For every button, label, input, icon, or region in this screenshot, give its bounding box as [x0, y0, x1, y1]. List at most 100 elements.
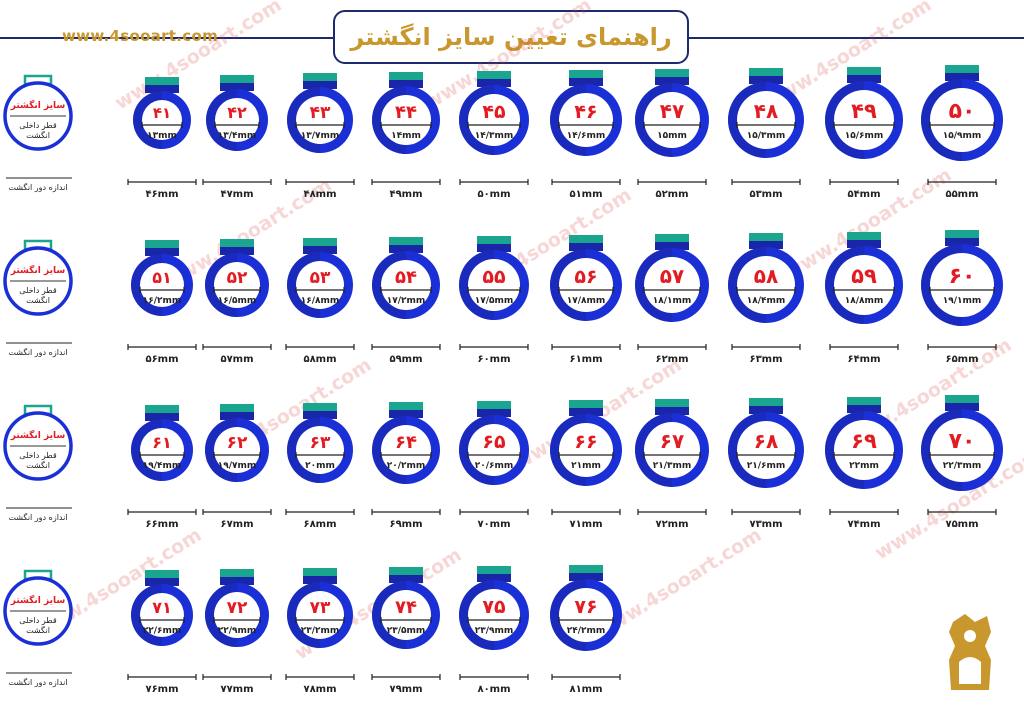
ring-circumference-label: ۴۹mm — [389, 189, 422, 200]
ring-diameter-label: ۱۶/۵mm — [218, 296, 257, 306]
ring-circumference-label: ۵۹mm — [389, 354, 422, 365]
ring-circumference-label: ۵۶mm — [145, 354, 178, 365]
ring-size-number: ۶۱ — [152, 433, 172, 452]
ring-diameter-label: ۱۳/۴mm — [218, 131, 257, 141]
ring-top-tab — [569, 565, 603, 574]
ring-inner — [468, 94, 520, 146]
ring-neck — [569, 408, 603, 416]
ring-size-number: ۶۹ — [851, 429, 877, 453]
ring-neck — [220, 412, 254, 420]
ring-item: ۷۶ ۲۴/۲mm ۸۱mm — [550, 565, 622, 695]
ring-inner — [296, 96, 344, 144]
ring-inner — [644, 257, 700, 313]
ring-inner — [737, 91, 795, 149]
ring-inner — [834, 255, 894, 315]
ring-item: ۵۸ ۱۸/۴mm ۶۳mm — [728, 233, 804, 365]
ring-size-number: ۵۱ — [152, 268, 172, 287]
ring-top-tab — [477, 566, 511, 575]
ring-diameter-label: ۱۵/۳mm — [747, 131, 786, 141]
ring-item: ۵۴ ۱۷/۲mm ۵۹mm — [371, 237, 441, 365]
ring-inner — [215, 98, 259, 142]
ring-neck — [655, 407, 689, 415]
ring-circumference-label: ۵۴mm — [847, 189, 880, 200]
ring-size-number: ۴۱ — [153, 104, 171, 122]
ring-size-number: ۷۱ — [152, 598, 172, 617]
ring-diameter-label: ۱۵mm — [657, 131, 687, 141]
ring-top-tab — [145, 77, 179, 86]
ring-circumference-label: ۶۳mm — [749, 354, 782, 365]
ring-top-tab — [847, 232, 881, 241]
legend-circ-label: اندازه دور انگشت — [8, 182, 67, 192]
ring-neck — [145, 85, 179, 93]
ring-inner — [559, 258, 613, 312]
ring-diameter-label: ۲۳/۹mm — [475, 626, 514, 636]
ring-neck — [847, 75, 881, 83]
ring-diameter-label: ۲۱/۶mm — [747, 461, 786, 471]
ring-top-tab — [569, 70, 603, 79]
ring-circumference-label: ۴۸mm — [303, 189, 336, 200]
legend-inner-label-1: قطر داخلی — [19, 286, 57, 295]
ring-circumference-label: ۵۷mm — [220, 354, 253, 365]
ring-size-number: ۶۶ — [574, 431, 597, 453]
ring-diameter-label: ۱۴/۳mm — [475, 131, 514, 141]
ring-neck — [569, 243, 603, 251]
ring-inner — [468, 589, 520, 641]
ring-item: ۶۶ ۲۱mm ۷۱mm — [550, 400, 622, 530]
ring-circumference-label: ۶۸mm — [303, 519, 336, 530]
ring-inner — [140, 263, 184, 307]
ring-circumference-label: ۷۴mm — [847, 519, 880, 530]
ring-top-tab — [220, 569, 254, 578]
brand-logo-icon — [949, 614, 991, 690]
ring-neck — [477, 409, 511, 417]
ring-neck — [145, 578, 179, 586]
ring-top-tab — [945, 395, 979, 404]
ring-circumference-label: ۷۷mm — [220, 684, 253, 695]
ring-item: ۴۲ ۱۳/۴mm ۴۷mm — [202, 75, 272, 200]
ring-top-tab — [847, 397, 881, 406]
legend-inner-label-1: قطر داخلی — [19, 121, 57, 130]
ring-item: ۴۳ ۱۳/۷mm ۴۸mm — [285, 73, 355, 200]
ring-diameter-label: ۲۲mm — [849, 461, 879, 471]
legend-size-label: سایز انگشتر — [10, 99, 66, 111]
ring-diameter-label: ۲۲/۹mm — [218, 626, 257, 636]
ring-item: ۶۰ ۱۹/۱mm ۶۵mm — [921, 230, 1003, 365]
ring-inner — [737, 421, 795, 479]
ring-circumference-label: ۶۹mm — [389, 519, 422, 530]
ring-circumference-label: ۶۷mm — [220, 519, 253, 530]
ring-size-number: ۴۴ — [395, 102, 417, 123]
ring-circumference-label: ۵۰mm — [477, 189, 510, 200]
ring-neck — [749, 241, 783, 249]
ring-item: ۷۱ ۲۲/۶mm ۷۶mm — [127, 570, 197, 695]
website-url[interactable]: www.4sooart.com — [62, 27, 219, 45]
legend-circ-label: اندازه دور انگشت — [8, 677, 67, 687]
ring-inner — [559, 423, 613, 477]
legend-inner-label-1: قطر داخلی — [19, 451, 57, 460]
ring-inner — [559, 588, 613, 642]
ring-inner — [834, 90, 894, 150]
ring-circumference-label: ۶۱mm — [569, 354, 602, 365]
ring-item: ۴۷ ۱۵mm ۵۲mm — [635, 69, 709, 200]
ring-size-number: ۶۴ — [395, 432, 417, 453]
ring-neck — [945, 73, 979, 81]
ring-item: ۴۹ ۱۵/۶mm ۵۴mm — [825, 67, 903, 200]
ring-top-tab — [145, 570, 179, 579]
ring-neck — [220, 247, 254, 255]
ring-circumference-label: ۷۹mm — [389, 684, 422, 695]
legend-size-label: سایز انگشتر — [10, 264, 66, 276]
ring-diameter-label: ۱۷/۲mm — [387, 296, 426, 306]
ring-item: ۶۹ ۲۲mm ۷۴mm — [825, 397, 903, 530]
ring-top-tab — [945, 65, 979, 74]
ring-neck — [303, 81, 337, 89]
ring-neck — [749, 76, 783, 84]
ring-neck — [477, 79, 511, 87]
ring-neck — [749, 406, 783, 414]
ring-item: ۷۰ ۲۲/۳mm ۷۵mm — [921, 395, 1003, 530]
ring-neck — [847, 405, 881, 413]
ring-top-tab — [303, 568, 337, 577]
ring-size-number: ۵۷ — [660, 264, 684, 288]
ring-neck — [389, 245, 423, 253]
ring-diameter-label: ۱۷/۵mm — [475, 296, 514, 306]
ring-inner — [381, 95, 431, 145]
ring-circumference-label: ۸۰mm — [477, 684, 510, 695]
ring-top-tab — [749, 398, 783, 407]
